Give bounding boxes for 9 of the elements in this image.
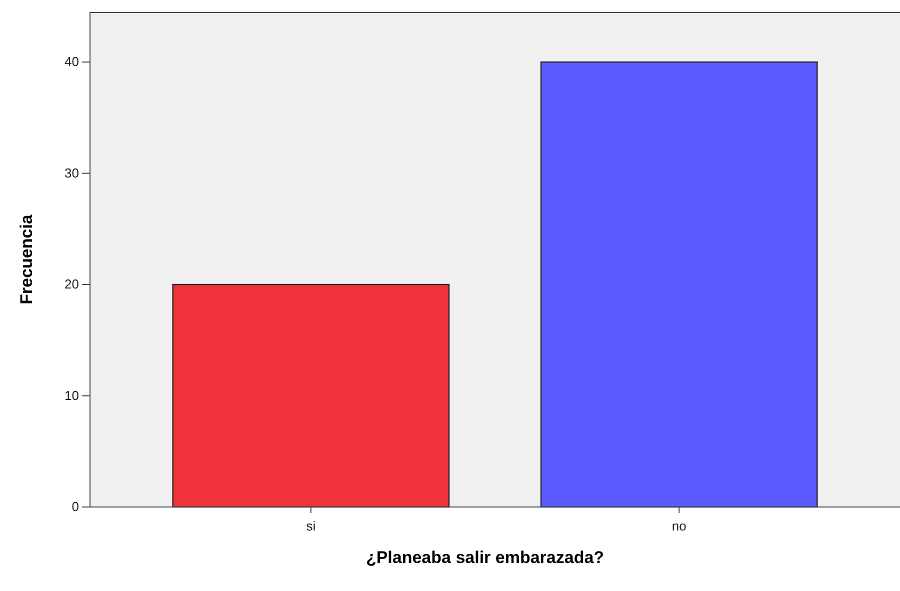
y-tick-label: 30	[64, 165, 79, 180]
x-tick-label: no	[672, 518, 686, 534]
x-tick-label: si	[306, 518, 316, 534]
y-tick-label: 0	[72, 499, 79, 514]
y-tick-label: 10	[64, 388, 79, 403]
y-tick-label: 20	[64, 276, 79, 292]
x-axis-title: ¿Planeaba salir embarazada?	[366, 548, 604, 567]
y-tick-label: 40	[64, 54, 79, 70]
y-axis-title: Frecuencia	[17, 214, 36, 304]
